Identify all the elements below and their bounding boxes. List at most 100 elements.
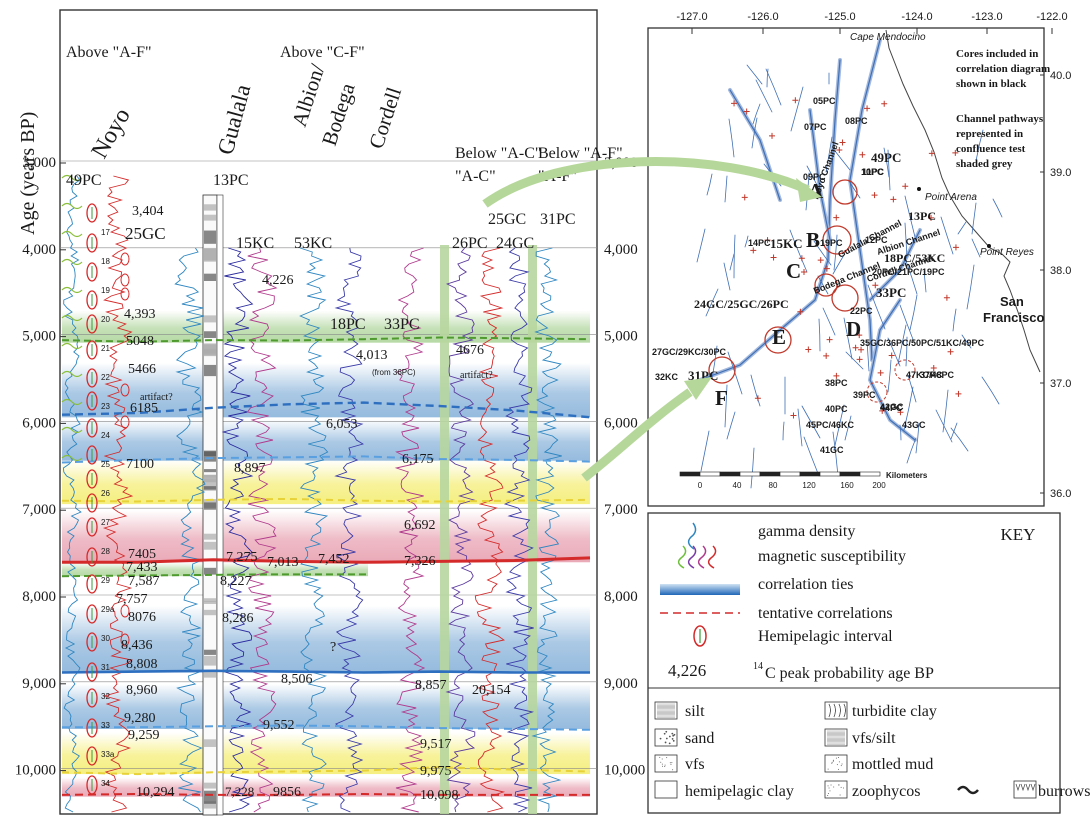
core-site-marker — [872, 282, 879, 289]
lithology-label: mottled mud — [852, 756, 933, 773]
lithology-texture — [673, 733, 676, 736]
lithology-texture — [659, 756, 661, 758]
channel — [981, 376, 1000, 405]
lithology-texture — [661, 758, 663, 760]
lithology-texture — [832, 759, 834, 761]
channel — [887, 149, 891, 191]
age-label-grey: 20,154 — [472, 683, 511, 698]
core-site-marker — [805, 346, 812, 353]
channel — [907, 374, 917, 403]
y-tick-label-right: 8,000 — [604, 589, 638, 605]
hemipelagic-number: 34 — [101, 779, 110, 788]
lithology-layer — [204, 609, 216, 616]
scale-bar-tick: 80 — [769, 481, 778, 490]
key-item-label: correlation ties — [758, 576, 854, 593]
age-label: 3,404 — [132, 204, 164, 219]
key-item-label: Hemipelagic interval — [758, 628, 893, 645]
hemipelagic-number: 32 — [101, 692, 110, 701]
map-core-label-green: 44PC — [880, 403, 903, 413]
burrows-texture — [1030, 783, 1036, 792]
lithology-layer — [204, 248, 216, 262]
lithology-texture — [665, 730, 668, 733]
channel — [724, 384, 728, 428]
core-site-marker — [888, 352, 895, 359]
hemipelagic-number: 18 — [101, 257, 110, 266]
hemipelagic-oval — [86, 688, 98, 708]
correlation-tie — [61, 792, 590, 796]
hemipelagic-number: 24 — [101, 431, 110, 440]
channel — [906, 437, 917, 464]
confluence-circle — [814, 273, 838, 297]
channel — [822, 307, 836, 336]
hemipelagic-oval — [86, 662, 98, 682]
lithology-layer — [204, 533, 216, 540]
map-core-label-green: 20PC/21PC/19PC — [872, 267, 945, 277]
y-tick-label-right: 4,000 — [604, 242, 638, 258]
scale-bar-segment — [759, 471, 781, 477]
core-label: 25GC — [125, 224, 166, 243]
coastline — [885, 29, 1041, 373]
map-core-label-green: 22PC — [850, 306, 873, 316]
channel — [869, 299, 916, 441]
group-header: Below "A-F" — [538, 145, 623, 162]
age-label: 9,280 — [124, 711, 156, 726]
core-label: 31PC — [540, 211, 576, 228]
confluence-letter-d: D — [846, 317, 861, 341]
y-tick-label-right: 6,000 — [604, 415, 638, 431]
channel — [724, 175, 728, 203]
site-label-bodega: Bodega — [317, 79, 360, 148]
zoophycos-symbol — [957, 785, 979, 795]
lithology-label: vfs — [685, 756, 705, 773]
lithology-texture — [840, 765, 842, 767]
susceptibility-mark — [61, 174, 83, 182]
channel — [844, 415, 852, 441]
channel — [705, 288, 719, 317]
scale-bar-label: Kilometers — [886, 471, 928, 480]
map-core-label-green: 11PC — [862, 167, 885, 177]
channel — [806, 165, 818, 186]
y-tick-label-right: 10,000 — [604, 763, 645, 779]
core-label: 13PC — [213, 172, 249, 189]
core-site-marker — [877, 369, 884, 376]
map-core-label: 49PC — [871, 150, 901, 165]
lithology-layer — [204, 469, 216, 473]
hemipelagic-oval — [120, 604, 130, 618]
place-label: Point Reyes — [980, 247, 1034, 258]
map-core-label-green: 41GC — [820, 445, 844, 455]
lithology-texture — [665, 737, 668, 740]
lithology-layer — [204, 671, 216, 678]
y-tick-label: 10,000 — [15, 763, 56, 779]
channel — [887, 359, 892, 393]
age-label: 8,808 — [126, 657, 158, 672]
core-site-marker — [858, 346, 865, 353]
lithology-texture — [830, 784, 832, 786]
key-age-text: C peak probability age BP — [765, 665, 934, 682]
hemipelagic-number: 30 — [101, 634, 110, 643]
site-label-gualala: Gualala — [213, 82, 256, 158]
channel — [883, 147, 890, 178]
channel — [992, 198, 1003, 218]
core-site-marker — [856, 332, 863, 339]
lithology-texture — [833, 703, 836, 718]
core-label: 15KC — [236, 235, 274, 252]
lithology-swatch-box — [654, 780, 678, 799]
map-core-label-green: 08PC — [845, 116, 868, 126]
channel — [966, 264, 975, 310]
channel — [909, 294, 918, 331]
hemipelagic-oval — [86, 203, 98, 223]
y-tick-label: 9,000 — [22, 676, 56, 692]
y-axis-title: Age (years BP) — [17, 112, 39, 235]
channel — [940, 216, 954, 255]
group-header: Above "A-F" — [66, 44, 152, 61]
scale-bar-segment — [779, 471, 801, 477]
map-core-label-green: 09PC — [803, 172, 826, 182]
lithology-layer — [204, 782, 216, 789]
hemipelagic-oval — [120, 287, 130, 301]
correlation-tie — [61, 455, 591, 464]
map-core-label-green: 10PC — [861, 167, 884, 177]
map-core-label-green: 27GC/29KC/30PC — [652, 347, 727, 357]
channel — [961, 334, 972, 349]
age-label: 4676 — [456, 343, 484, 358]
core-site-marker — [769, 132, 776, 139]
